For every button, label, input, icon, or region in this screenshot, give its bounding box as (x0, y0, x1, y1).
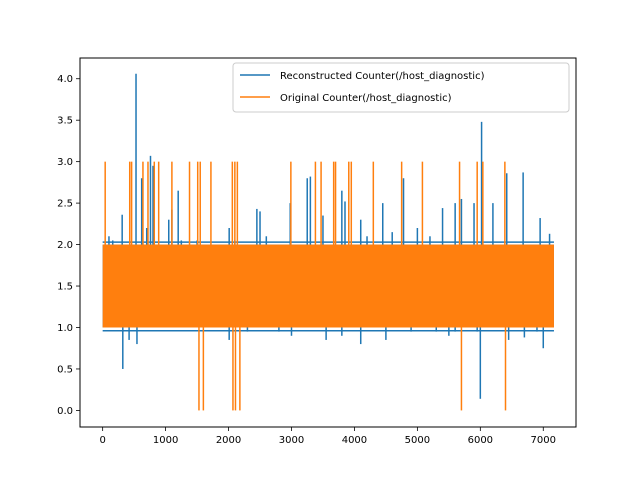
y-tick-label: 0.5 (57, 364, 73, 375)
x-tick-label: 7000 (531, 435, 556, 446)
x-tick-label: 0 (99, 435, 105, 446)
legend-box (232, 62, 570, 113)
plot-area (102, 73, 554, 411)
x-tick-label: 1000 (153, 435, 178, 446)
y-tick-label: 1.5 (57, 282, 73, 293)
legend-label-original: Original Counter(/host_diagnostic) (280, 93, 452, 104)
y-tick-label: 4.0 (57, 74, 73, 85)
series-1 (102, 161, 554, 411)
y-tick-label: 0.0 (57, 406, 73, 417)
y-tick-label: 3.5 (57, 116, 73, 127)
y-tick-label: 2.0 (57, 240, 73, 251)
x-tick-label: 3000 (279, 435, 304, 446)
legend: Reconstructed Counter(/host_diagnostic) … (232, 62, 570, 113)
x-tick-label: 6000 (468, 435, 493, 446)
y-tick-label: 1.0 (57, 323, 73, 334)
y-tick-label: 3.0 (57, 157, 73, 168)
x-tick-label: 5000 (405, 435, 430, 446)
y-axis: 0.0 0.5 1.0 1.5 2.0 2.5 3.0 3.5 4.0 (57, 74, 80, 417)
x-axis: 0 1000 2000 3000 4000 5000 6000 7000 (99, 427, 556, 446)
series-band-1 (102, 244, 554, 328)
x-tick-label: 4000 (342, 435, 367, 446)
y-tick-label: 2.5 (57, 199, 73, 210)
legend-label-reconstructed: Reconstructed Counter(/host_diagnostic) (280, 71, 485, 82)
axes-frame (79, 57, 577, 428)
x-tick-label: 2000 (216, 435, 241, 446)
